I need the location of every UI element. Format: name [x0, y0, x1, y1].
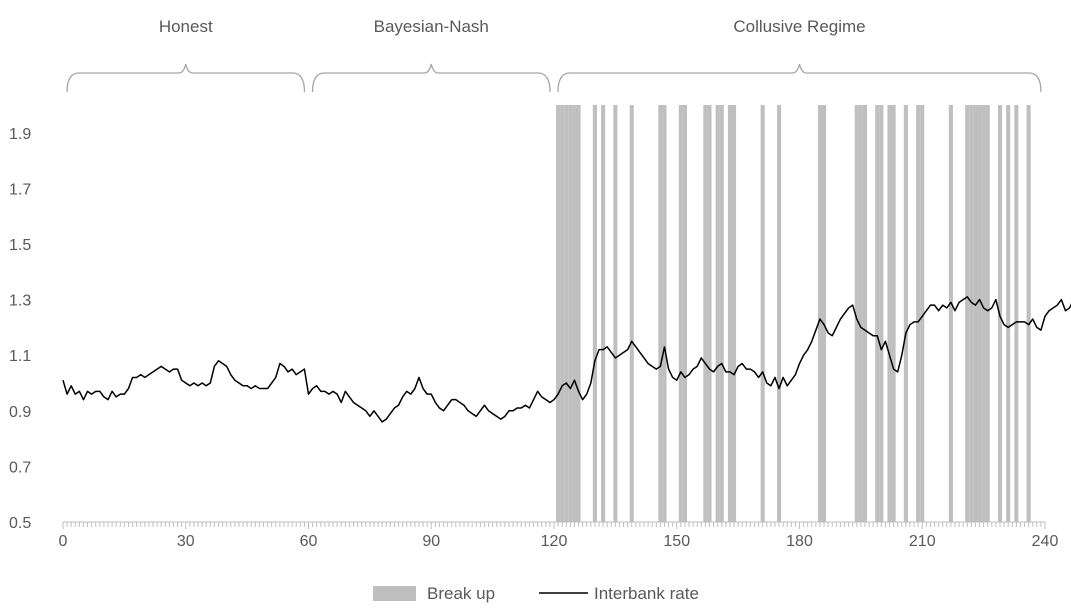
x-tick-label: 150 [663, 533, 690, 550]
break-up-bar [1006, 105, 1011, 522]
break-up-bar [662, 105, 667, 522]
break-up-bar [916, 105, 921, 522]
break-up-bar [678, 105, 683, 522]
x-tick-label: 0 [59, 533, 68, 550]
break-up-bar [920, 105, 925, 522]
legend: Break up Interbank rate [373, 584, 699, 603]
break-up-bar [981, 105, 986, 522]
break-up-bar [977, 105, 982, 522]
break-up-bar [1014, 105, 1019, 522]
x-tick-label: 120 [541, 533, 568, 550]
x-tick-label: 30 [177, 533, 195, 550]
legend-label-break-up: Break up [427, 584, 495, 603]
break-up-bar [703, 105, 708, 522]
break-up-bar [556, 105, 561, 522]
regime-label: Honest [159, 17, 213, 36]
break-up-bar [948, 105, 953, 522]
y-tick-label: 1.3 [9, 293, 31, 310]
break-up-bar [903, 105, 908, 522]
break-up-bar [613, 105, 618, 522]
break-up-bar [715, 105, 720, 522]
break-up-bar [658, 105, 663, 522]
x-tick-label: 180 [786, 533, 813, 550]
break-up-bar [727, 105, 732, 522]
break-up-bar [560, 105, 565, 522]
regime-brace [66, 63, 306, 93]
y-tick-label: 0.5 [9, 515, 31, 532]
break-up-bar [965, 105, 970, 522]
break-up-bar [564, 105, 569, 522]
break-up-bar [985, 105, 990, 522]
break-up-bar [969, 105, 974, 522]
x-tick-label: 240 [1032, 533, 1059, 550]
legend-swatch-break-up [373, 586, 416, 601]
axes: 0 30 60 90 120 150 180 210 240 0.5 0.7 0.9 1.1 1.3 1.5… [9, 126, 1058, 550]
break-up-bar [862, 105, 868, 522]
y-tick-label: 1.9 [9, 126, 31, 143]
break-up-bar [568, 105, 573, 522]
interbank-rate-series [62, 296, 1071, 423]
x-tick-label: 210 [909, 533, 936, 550]
break-up-bar [760, 105, 765, 522]
x-tick-label: 90 [422, 533, 440, 550]
break-up-bar [682, 105, 687, 522]
break-up-bar [817, 105, 823, 522]
y-tick-label: 1.7 [9, 181, 31, 198]
break-up-bar [592, 105, 597, 522]
break-up-bar [601, 105, 606, 522]
break-up-bar [576, 105, 581, 522]
interbank-rate-line [62, 296, 1071, 423]
regime-brace [557, 63, 1042, 93]
y-tick-label: 0.9 [9, 404, 31, 421]
regime-brace [311, 63, 551, 93]
y-tick-label: 0.7 [9, 459, 31, 476]
regime-annotations: Honest Bayesian-Nash Collusive Regime [66, 17, 1042, 93]
break-up-bar [875, 105, 880, 522]
break-up-bar [973, 105, 978, 522]
break-up-bar [629, 105, 634, 522]
break-up-bar [1026, 105, 1031, 522]
break-up-bar [879, 105, 884, 522]
legend-label-interbank-rate: Interbank rate [594, 584, 699, 603]
break-up-bar [858, 105, 863, 522]
break-up-bar [891, 105, 896, 522]
break-up-bar [822, 105, 827, 522]
break-up-bars [556, 105, 1031, 522]
break-up-bar [572, 105, 577, 522]
break-up-bar [719, 105, 724, 522]
x-tick-label: 60 [300, 533, 318, 550]
break-up-bar [887, 105, 892, 522]
regime-label: Collusive Regime [733, 17, 865, 36]
break-up-bar [854, 105, 859, 522]
break-up-bar [707, 105, 712, 522]
y-tick-label: 1.5 [9, 237, 31, 254]
regime-label: Bayesian-Nash [374, 17, 489, 36]
break-up-bar [731, 105, 737, 522]
break-up-bar [776, 105, 782, 522]
y-tick-label: 1.1 [9, 348, 31, 365]
